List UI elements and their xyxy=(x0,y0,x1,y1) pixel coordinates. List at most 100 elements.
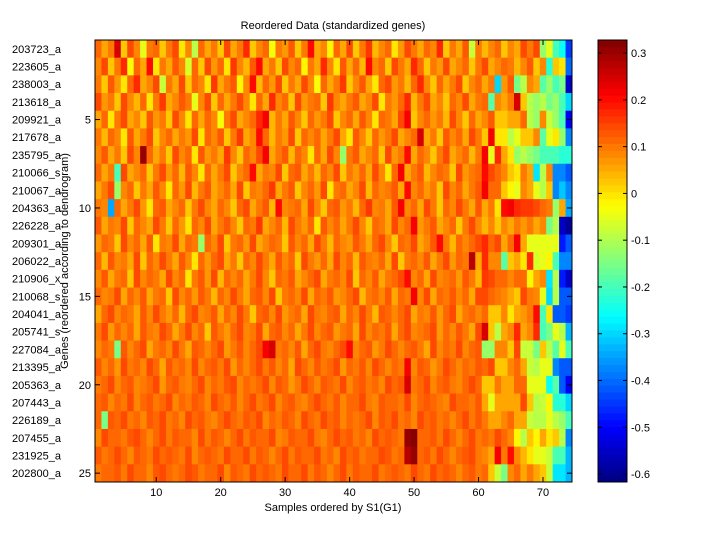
heatmap-cell xyxy=(339,375,347,394)
colorbar-swatch xyxy=(598,247,627,255)
heatmap-cell xyxy=(191,75,199,94)
heatmap-cell xyxy=(127,322,135,341)
heatmap-cell xyxy=(256,110,263,129)
heatmap-cell xyxy=(539,216,547,235)
heatmap-cell xyxy=(114,269,122,288)
heatmap-cell xyxy=(281,287,289,306)
heatmap-cell xyxy=(211,305,218,324)
heatmap-cell xyxy=(133,163,141,182)
heatmap-cell xyxy=(565,393,573,412)
heatmap-cell xyxy=(417,446,425,465)
heatmap-cell xyxy=(249,128,257,147)
heatmap-cell xyxy=(133,146,141,165)
colorbar-swatch xyxy=(598,136,627,144)
heatmap-cell xyxy=(430,216,438,235)
heatmap-cell xyxy=(223,305,231,324)
heatmap-cell xyxy=(191,146,199,165)
heatmap-cell xyxy=(359,393,367,412)
heatmap-cell xyxy=(391,181,399,200)
heatmap-cell xyxy=(217,146,225,165)
x-axis-ticks: 10 20 30 40 50 60 70 xyxy=(150,40,549,499)
heatmap-cell xyxy=(236,305,244,324)
heatmap-cell xyxy=(204,322,212,341)
heatmap-cell xyxy=(346,181,354,200)
heatmap-cell xyxy=(107,128,115,147)
colorbar-tick-label: 0.1 xyxy=(631,142,646,154)
heatmap-cell xyxy=(333,375,341,394)
heatmap-cell xyxy=(307,464,315,483)
heatmap-cell xyxy=(281,375,289,394)
heatmap-cell xyxy=(320,358,328,377)
heatmap-cell xyxy=(443,128,450,147)
heatmap-cell xyxy=(314,428,322,448)
heatmap-cell xyxy=(520,358,528,377)
heatmap-cell xyxy=(146,163,154,182)
heatmap-cell xyxy=(185,128,193,147)
heatmap-cell xyxy=(346,163,354,182)
heatmap-cell xyxy=(436,375,444,394)
heatmap-cell xyxy=(275,181,283,200)
heatmap-cell xyxy=(417,163,425,182)
heatmap-cell xyxy=(307,305,315,324)
heatmap-cell xyxy=(539,428,547,448)
heatmap-cell xyxy=(204,269,212,288)
heatmap-cell xyxy=(455,234,463,253)
heatmap-cell xyxy=(494,216,502,235)
heatmap-cell xyxy=(546,199,554,218)
heatmap-cell xyxy=(410,464,418,483)
heatmap-cell xyxy=(404,375,412,394)
heatmap-cell xyxy=(501,181,508,200)
heatmap-cell xyxy=(191,287,199,306)
heatmap-cell xyxy=(352,464,360,483)
heatmap-cell xyxy=(552,234,560,253)
heatmap-cell xyxy=(101,40,109,59)
heatmap-cell xyxy=(269,322,276,341)
colorbar-swatch xyxy=(598,81,627,89)
heatmap-cell xyxy=(107,216,115,235)
heatmap-cell xyxy=(146,428,154,448)
heatmap-cell xyxy=(249,75,257,94)
heatmap-cell xyxy=(372,199,380,218)
heatmap-cell xyxy=(410,199,418,218)
heatmap-cell xyxy=(501,93,508,112)
heatmap-cell xyxy=(127,163,135,182)
heatmap-cell xyxy=(539,146,547,165)
gene-label: 226189_a xyxy=(12,415,62,427)
heatmap-cell xyxy=(198,393,205,412)
heatmap-cell xyxy=(288,375,296,394)
heatmap-cell xyxy=(423,464,431,483)
heatmap-cell xyxy=(320,252,328,271)
heatmap-cell xyxy=(346,322,354,341)
heatmap-cell xyxy=(191,269,199,288)
heatmap-cell xyxy=(410,411,418,430)
heatmap-cell xyxy=(288,411,296,430)
heatmap-cell xyxy=(133,358,141,377)
heatmap-cell xyxy=(423,428,431,448)
heatmap-cell xyxy=(397,146,405,165)
heatmap-cell xyxy=(114,216,122,235)
heatmap-cell xyxy=(539,75,547,94)
heatmap-cell xyxy=(146,234,154,253)
heatmap-cell xyxy=(436,446,444,465)
heatmap-cell xyxy=(307,358,315,377)
gene-label: 238003_a xyxy=(12,79,62,91)
heatmap-cell xyxy=(294,57,302,76)
heatmap-cell xyxy=(404,269,412,288)
heatmap-cell xyxy=(417,216,425,235)
heatmap-cell xyxy=(365,428,373,448)
heatmap-cell xyxy=(146,411,154,430)
heatmap-cell xyxy=(346,464,354,483)
heatmap-cell xyxy=(269,146,276,165)
heatmap-cell xyxy=(468,393,476,412)
heatmap-cell xyxy=(339,181,347,200)
heatmap-cell xyxy=(501,199,508,218)
heatmap-cell xyxy=(333,181,341,200)
heatmap-cell xyxy=(178,252,186,271)
heatmap-cell xyxy=(269,40,276,59)
heatmap-cell xyxy=(462,216,470,235)
heatmap-cell xyxy=(385,287,392,306)
heatmap-cell xyxy=(391,128,399,147)
heatmap-cell xyxy=(314,216,322,235)
heatmap-cell xyxy=(520,199,528,218)
heatmap-cell xyxy=(520,287,528,306)
